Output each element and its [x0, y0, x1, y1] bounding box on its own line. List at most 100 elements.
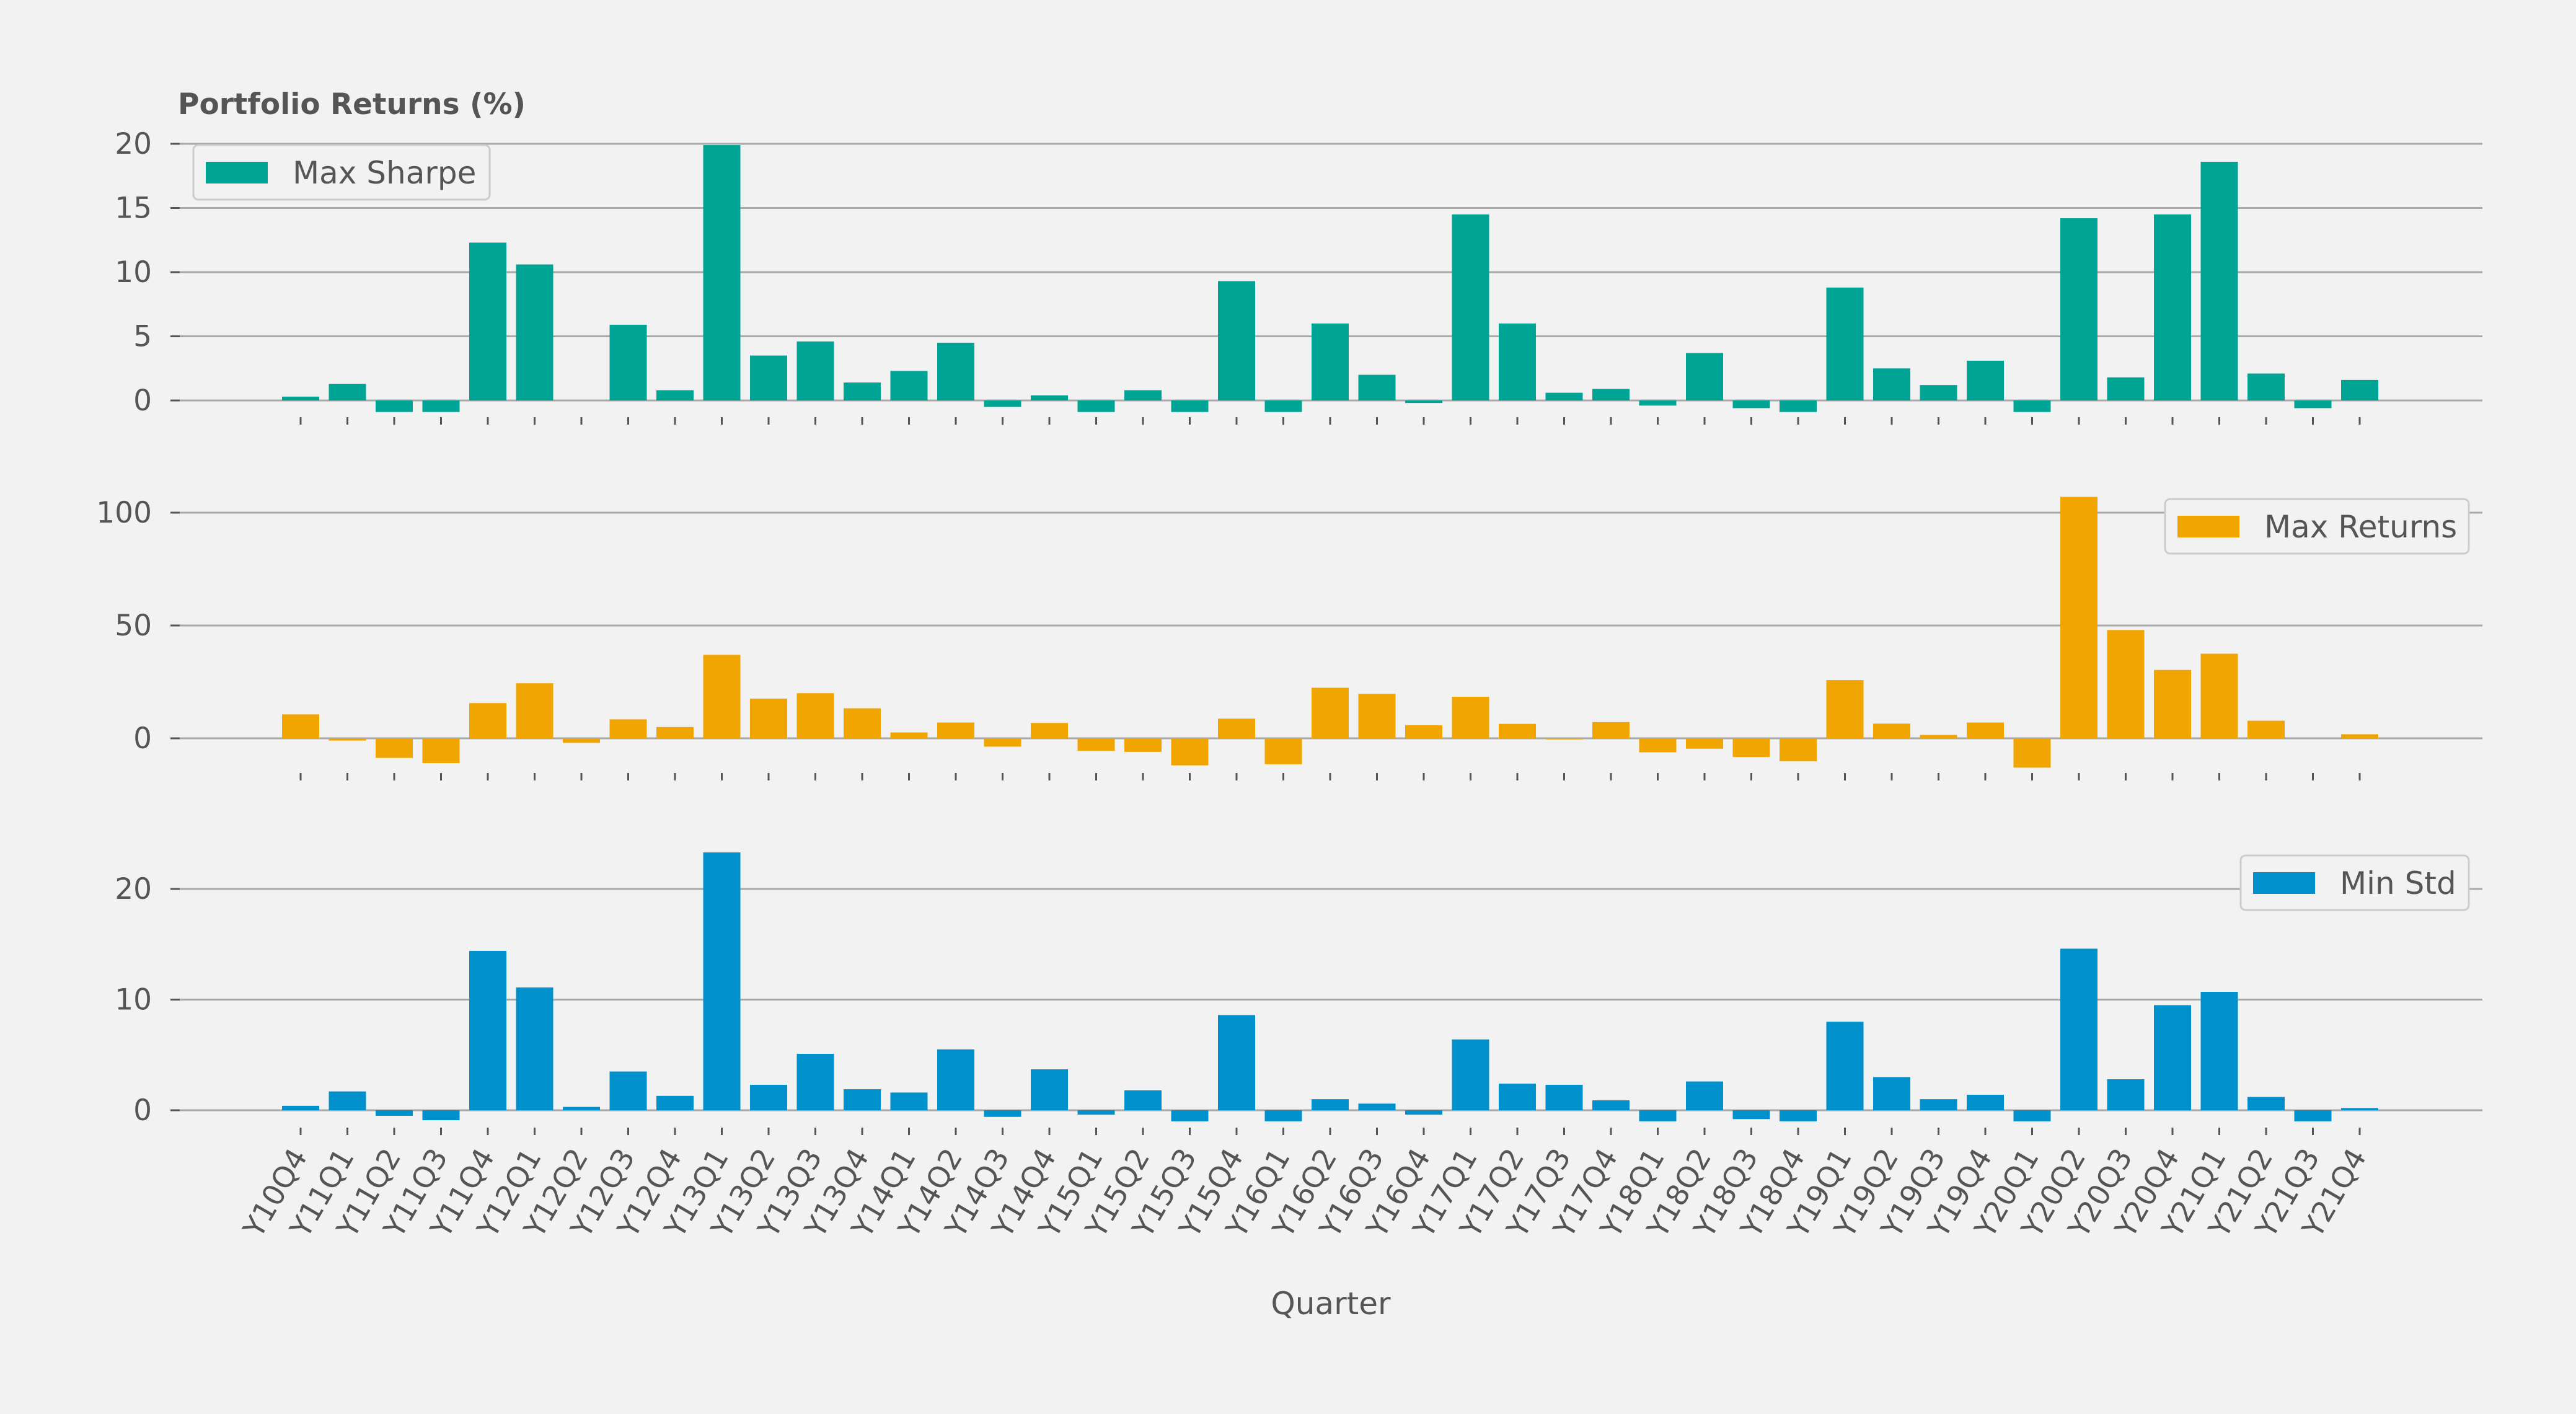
bar-Y13Q4: [844, 1089, 881, 1110]
bar-Y13Q1: [703, 852, 741, 1110]
bar-Y19Q4: [1967, 722, 2004, 738]
bar-Y19Q3: [1920, 1099, 1957, 1110]
y-tick-label: 10: [115, 255, 152, 289]
bar-Y17Q3: [1545, 738, 1583, 740]
x-axis-label: Quarter: [1271, 1286, 1391, 1322]
bar-Y21Q3: [2294, 1110, 2332, 1121]
bar-Y13Q3: [796, 341, 834, 400]
bar-Y11Q4: [469, 950, 506, 1110]
bar-Y13Q1: [703, 655, 741, 738]
bar-Y15Q2: [1124, 738, 1162, 752]
bar-Y19Q3: [1920, 735, 1957, 738]
bar-Y16Q4: [1405, 400, 1442, 404]
bar-Y21Q4: [2341, 1108, 2378, 1110]
bar-Y17Q3: [1545, 392, 1583, 400]
bar-Y16Q1: [1264, 400, 1302, 412]
bar-Y20Q2: [2060, 497, 2097, 738]
y-tick-label: 0: [133, 722, 152, 756]
y-tick-label: 20: [115, 127, 152, 161]
bar-Y14Q1: [890, 1092, 928, 1110]
bar-Y11Q2: [376, 1110, 413, 1116]
bar-Y17Q1: [1452, 214, 1489, 400]
bar-Y20Q1: [2013, 738, 2051, 768]
bar-Y11Q1: [329, 1091, 366, 1110]
bar-Y17Q1: [1452, 1039, 1489, 1110]
bar-Y17Q2: [1499, 1084, 1536, 1110]
bar-Y18Q2: [1686, 738, 1723, 749]
bar-Y11Q3: [422, 1110, 460, 1121]
bar-Y14Q2: [937, 722, 974, 738]
bar-Y21Q1: [2200, 992, 2238, 1110]
bar-Y11Q3: [422, 400, 460, 412]
bar-Y14Q2: [937, 342, 974, 400]
legend-swatch: [2177, 516, 2239, 537]
bar-Y20Q3: [2107, 630, 2145, 738]
y-tick-label: 15: [115, 192, 152, 226]
bar-Y21Q1: [2200, 653, 2238, 738]
bar-Y15Q1: [1077, 738, 1115, 751]
bar-Y17Q4: [1592, 722, 1630, 738]
bar-Y16Q4: [1405, 1110, 1442, 1115]
bar-Y16Q2: [1312, 687, 1349, 738]
legend-box: [2164, 498, 2470, 555]
legend-label: Max Sharpe: [293, 155, 476, 191]
bar-Y16Q4: [1405, 725, 1442, 738]
bar-Y17Q2: [1499, 323, 1536, 400]
bar-Y19Q2: [1873, 723, 1910, 738]
bar-Y11Q4: [469, 242, 506, 400]
bar-Y20Q1: [2013, 400, 2051, 412]
bar-Y17Q1: [1452, 697, 1489, 738]
bar-Y19Q4: [1967, 360, 2004, 400]
bar-Y13Q2: [750, 698, 787, 738]
bar-Y12Q4: [656, 390, 694, 400]
bar-Y21Q4: [2341, 734, 2378, 738]
y-tick-label: 20: [115, 872, 152, 906]
bar-Y10Q4: [282, 396, 319, 400]
bar-Y16Q3: [1358, 374, 1396, 400]
legend-box: [2239, 854, 2470, 911]
bar-Y11Q1: [329, 738, 366, 741]
bar-Y12Q2: [563, 1107, 600, 1110]
bar-Y17Q4: [1592, 389, 1630, 400]
bar-Y19Q1: [1826, 1022, 1864, 1110]
bar-Y20Q2: [2060, 218, 2097, 400]
bar-Y20Q1: [2013, 1110, 2051, 1121]
bar-Y19Q1: [1826, 287, 1864, 400]
legend-box: [192, 144, 491, 201]
bar-Y18Q1: [1639, 400, 1677, 406]
bar-Y17Q4: [1592, 1100, 1630, 1110]
bar-Y15Q4: [1218, 281, 1255, 400]
bar-Y14Q4: [1031, 723, 1068, 738]
bar-Y16Q1: [1264, 738, 1302, 764]
bar-Y13Q4: [844, 382, 881, 400]
bar-Y20Q4: [2154, 669, 2191, 738]
bar-Y13Q3: [796, 693, 834, 738]
bar-Y18Q2: [1686, 1081, 1723, 1110]
bar-Y15Q1: [1077, 1110, 1115, 1115]
bar-Y11Q1: [329, 384, 366, 400]
bar-Y15Q3: [1171, 1110, 1209, 1121]
bar-Y18Q3: [1732, 738, 1770, 758]
bar-Y11Q4: [469, 703, 506, 738]
bar-Y13Q4: [844, 708, 881, 738]
bar-Y14Q1: [890, 732, 928, 738]
bar-Y13Q3: [796, 1053, 834, 1110]
bar-Y13Q2: [750, 355, 787, 400]
bar-Y14Q3: [984, 1110, 1021, 1117]
legend-swatch: [206, 162, 268, 183]
bar-Y19Q2: [1873, 368, 1910, 400]
bar-Y11Q3: [422, 738, 460, 764]
bar-Y18Q4: [1780, 738, 1817, 762]
bar-Y12Q3: [609, 1071, 647, 1110]
bar-Y13Q2: [750, 1084, 787, 1110]
y-tick-label: 10: [115, 983, 152, 1017]
bar-Y14Q4: [1031, 395, 1068, 400]
legend-label: Min Std: [2340, 865, 2456, 901]
bar-Y16Q2: [1312, 323, 1349, 400]
bar-Y21Q2: [2247, 373, 2285, 400]
y-tick-label: 50: [115, 609, 152, 643]
bar-Y17Q2: [1499, 723, 1536, 738]
bar-Y15Q2: [1124, 390, 1162, 400]
bar-Y15Q3: [1171, 400, 1209, 412]
